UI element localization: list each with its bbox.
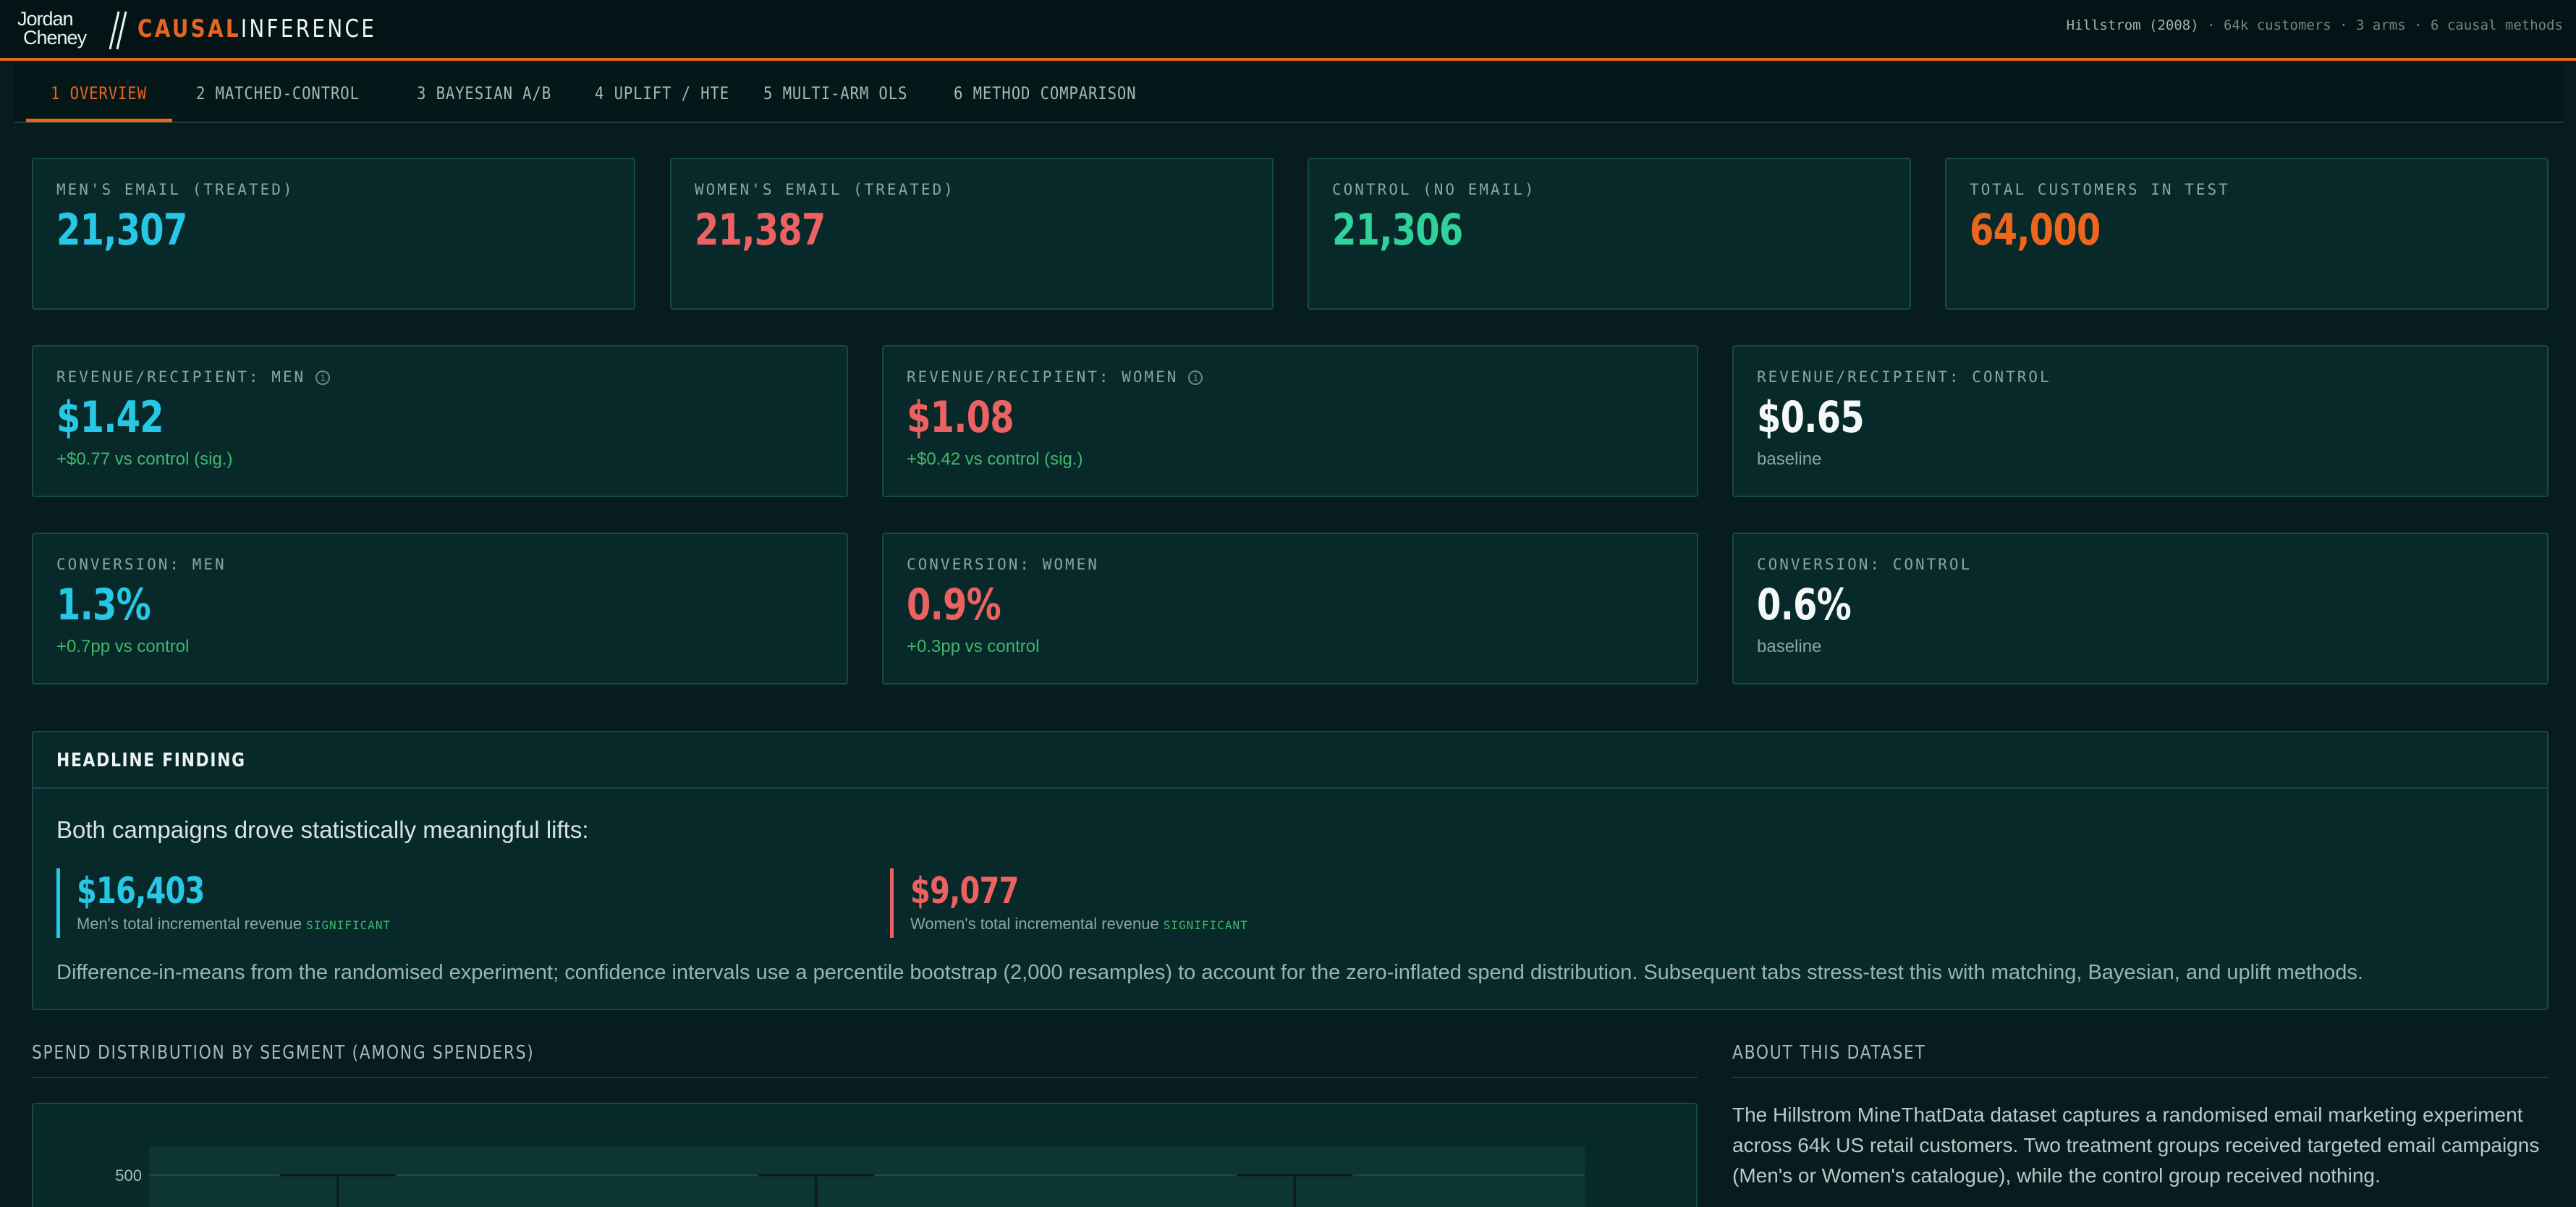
tab-bar: 1 OVERVIEW 2 MATCHED-CONTROL 3 BAYESIAN … [14,64,2563,123]
methodology-note: Difference-in-means from the randomised … [56,961,2363,984]
logo-slash-icon [109,11,127,50]
spend-section-title: SPEND DISTRIBUTION BY SEGMENT (AMONG SPE… [32,1042,535,1064]
app-title-accent: CAUSAL [137,14,241,43]
stat-accent-bar [890,868,894,938]
info-icon[interactable]: i [1188,370,1203,385]
stat-value: $16,403 [77,870,205,912]
logo-line-1: Jordan [17,8,74,30]
card-label: CONTROL (NO EMAIL) [1332,181,1536,198]
count-card-men: MEN'S EMAIL (TREATED) 21,307 [32,158,635,310]
revenue-card-men: REVENUE/RECIPIENT: MEN i $1.42 +$0.77 vs … [32,345,848,497]
card-delta: +0.7pp vs control [56,637,190,656]
tab-uplift-hte[interactable]: 4 UPLIFT / HTE [595,83,730,103]
card-baseline: baseline [1757,637,1822,656]
card-label: CONVERSION: WOMEN [907,556,1099,573]
stat-caption-text: Men's total incremental revenue [77,915,302,933]
tab-bayesian-ab[interactable]: 3 BAYESIAN A/B [417,83,552,103]
card-label: REVENUE/RECIPIENT: MEN i [56,368,331,386]
count-card-control: CONTROL (NO EMAIL) 21,306 [1308,158,1911,310]
about-section-title: ABOUT THIS DATASET [1732,1042,1926,1064]
card-value: 21,387 [695,205,826,255]
tab-method-comparison[interactable]: 6 METHOD COMPARISON [954,83,1137,103]
conversion-card-men: CONVERSION: MEN 1.3% +0.7pp vs control [32,533,848,685]
app-title-rest: INFERENCE [240,14,377,43]
headline-lead: Both campaigns drove statistically meani… [56,816,589,843]
active-tab-indicator [26,119,172,122]
plot-area [149,1146,1585,1207]
card-value: 21,306 [1332,205,1463,255]
card-value: 0.6% [1757,580,1852,630]
card-label-text: REVENUE/RECIPIENT: WOMEN [907,368,1179,386]
info-icon[interactable]: i [315,370,331,385]
dataset-meta: Hillstrom (2008) · 64k customers · 3 arm… [2067,17,2563,33]
dataset-details: · 64k customers · 3 arms · 6 causal meth… [2207,17,2563,33]
card-label: CONVERSION: CONTROL [1757,556,1973,573]
stat-caption: Men's total incremental revenue SIGNIFICA… [77,915,391,933]
stat-accent-bar [56,868,60,938]
stat-caption-text: Women's total incremental revenue [910,915,1159,933]
panel-title: HEADLINE FINDING [56,750,246,771]
card-label: REVENUE/RECIPIENT: CONTROL [1757,368,2051,386]
tab-overview[interactable]: 1 OVERVIEW [51,83,147,103]
stat-women-incremental: $9,077 Women's total incremental revenue… [890,868,1247,938]
tab-multi-arm-ols[interactable]: 5 MULTI-ARM OLS [763,83,908,103]
card-value: 64,000 [1970,205,2101,255]
headline-finding-panel: HEADLINE FINDING Both campaigns drove st… [32,731,2549,1010]
count-card-women: WOMEN'S EMAIL (TREATED) 21,387 [670,158,1274,310]
revenue-card-control: REVENUE/RECIPIENT: CONTROL $0.65 baselin… [1732,345,2549,497]
card-delta: +0.3pp vs control [907,637,1040,656]
conversion-card-women: CONVERSION: WOMEN 0.9% +0.3pp vs control [882,533,1698,685]
card-value: 1.3% [56,580,151,630]
card-value: $1.08 [907,392,1014,443]
significance-badge: SIGNIFICANT [306,918,391,932]
y-tick-label: 500 [115,1166,142,1185]
card-delta: +$0.42 vs control (sig.) [907,449,1083,469]
stat-caption: Women's total incremental revenue SIGNIFI… [910,915,1248,933]
dataset-name: Hillstrom (2008) [2066,17,2199,33]
card-label: TOTAL CUSTOMERS IN TEST [1970,181,2230,198]
app-title: CAUSALINFERENCE [137,10,376,48]
about-dataset-text: The Hillstrom MineThatData dataset captu… [1732,1104,2540,1187]
card-value: $1.42 [56,392,164,443]
box-plot: 500 [115,1146,1585,1207]
card-baseline: baseline [1757,449,1822,469]
stat-men-incremental: $16,403 Men's total incremental revenue S… [56,868,390,938]
conversion-card-control: CONVERSION: CONTROL 0.6% baseline [1732,533,2549,685]
count-card-total: TOTAL CUSTOMERS IN TEST 64,000 [1945,158,2549,310]
section-divider [1732,1077,2549,1078]
stat-value: $9,077 [910,870,1019,912]
tab-matched-control[interactable]: 2 MATCHED-CONTROL [196,83,360,103]
card-label: WOMEN'S EMAIL (TREATED) [695,181,955,198]
panel-header: HEADLINE FINDING [33,732,2547,789]
card-label-text: REVENUE/RECIPIENT: MEN [56,368,306,386]
section-divider [32,1077,1698,1078]
card-delta: +$0.77 vs control (sig.) [56,449,233,469]
card-value: 21,307 [56,205,187,255]
logo-line-2: Cheney [23,27,87,48]
card-value: 0.9% [907,580,1001,630]
card-value: $0.65 [1757,392,1865,443]
card-label: CONVERSION: MEN [56,556,226,573]
significance-badge: SIGNIFICANT [1163,918,1248,932]
card-label: REVENUE/RECIPIENT: WOMEN i [907,368,1203,386]
card-label: MEN'S EMAIL (TREATED) [56,181,295,198]
top-bar: Jordan Cheney CAUSALINFERENCE Hillstrom … [0,0,2576,61]
spend-distribution-chart: 500 [32,1103,1698,1207]
revenue-card-women: REVENUE/RECIPIENT: WOMEN i $1.08 +$0.42 v… [882,345,1698,497]
author-logo[interactable]: Jordan Cheney [14,6,127,52]
